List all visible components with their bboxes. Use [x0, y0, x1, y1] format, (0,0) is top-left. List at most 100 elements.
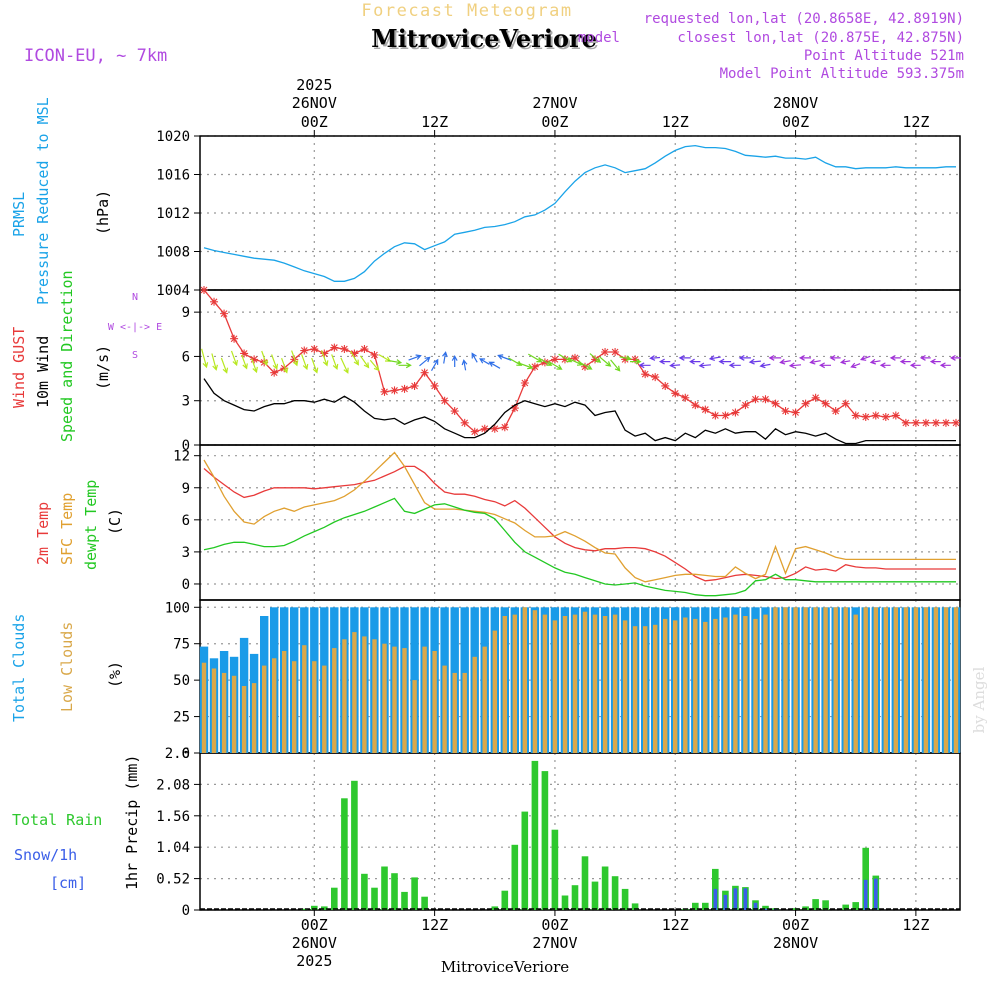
gust-marker — [931, 418, 940, 427]
gust-marker — [871, 411, 880, 420]
ytick-label: 2.6 — [165, 746, 190, 762]
low-cloud-bar — [903, 607, 909, 753]
closest-coords: closest lon,lat (20.875E, 42.875N) — [677, 30, 964, 46]
rain-bar — [702, 902, 709, 910]
rain-bar — [501, 890, 509, 910]
low-cloud-bar — [422, 646, 427, 753]
rain-bar — [341, 798, 348, 910]
wind-arrow — [359, 355, 370, 369]
wind-arrow — [869, 358, 881, 365]
rain-bar — [511, 844, 519, 910]
gust-marker — [360, 345, 369, 354]
gust-marker — [390, 386, 399, 395]
gust-marker — [550, 355, 559, 364]
low-cloud-bar — [813, 607, 818, 753]
wind-arrow — [829, 354, 841, 361]
gust-marker — [791, 408, 800, 417]
low-cloud-bar — [241, 686, 247, 753]
wind-arrow — [281, 357, 289, 374]
wind-arrow — [718, 358, 732, 365]
snow-bar — [763, 908, 768, 910]
gust-marker — [340, 345, 349, 354]
gust-marker — [631, 355, 640, 364]
wind-arrow — [748, 358, 761, 365]
low-cloud-bar — [723, 617, 728, 753]
rain-bar — [351, 780, 358, 910]
gust-marker — [400, 384, 409, 393]
snow-bar — [733, 888, 738, 910]
wind-arrow — [728, 362, 741, 369]
low-cloud-bar — [653, 624, 658, 753]
gust-marker — [601, 348, 610, 356]
wind-arrow — [408, 354, 422, 361]
panel1-labels: PRMSL Pressure Reduced to MSL (hPa) — [10, 97, 112, 305]
low-cloud-bar — [392, 646, 397, 753]
wind-arrow — [461, 359, 468, 371]
low-cloud-bar — [231, 675, 237, 753]
wind-arrow — [779, 358, 791, 365]
rain-bar — [591, 881, 599, 910]
gust-marker — [310, 345, 319, 354]
panel3-labels: 2m Temp SFC Temp dewpt Temp (C) — [34, 480, 124, 570]
low-cloud-bar — [512, 614, 517, 753]
rain-bar — [321, 906, 328, 910]
rain-bar — [571, 885, 579, 910]
rain-bar — [541, 771, 549, 910]
gust-marker — [611, 348, 620, 356]
wind-arrow — [369, 359, 380, 372]
gust-marker — [811, 393, 820, 402]
p2-label-3: Speed and Direction — [58, 270, 76, 442]
gust-marker — [440, 396, 449, 405]
gust-marker — [220, 309, 229, 318]
gust-marker — [490, 424, 499, 433]
gust-marker — [881, 412, 890, 421]
low-cloud-bar — [683, 617, 688, 753]
snow-bar — [874, 878, 878, 910]
rain-bar — [421, 896, 428, 910]
dir-legend-s: S — [132, 350, 138, 361]
wind-arrow — [340, 357, 349, 374]
gust-marker — [350, 349, 359, 358]
gust-marker — [671, 389, 680, 398]
rain-bar — [762, 905, 769, 910]
low-cloud-bar — [221, 672, 227, 753]
wind-arrow — [497, 354, 512, 361]
snow-bar — [753, 902, 758, 910]
low-cloud-bar — [863, 607, 868, 753]
rain-bar — [371, 887, 378, 910]
low-cloud-bar — [332, 648, 337, 753]
gust-marker — [330, 343, 339, 352]
location-title: MitroviceVeriore — [371, 24, 597, 53]
p2-label-1: Wind GUST — [10, 327, 28, 408]
top-time-label: 27NOV — [532, 94, 577, 112]
low-cloud-bar — [622, 620, 628, 753]
panel5-labels: Total Rain Snow/1h [cm] 1hr Precip (mm) — [12, 755, 141, 892]
gust-marker — [570, 353, 579, 362]
forecast-title: Forecast Meteogram — [361, 1, 572, 21]
bottom-time-label: 12Z — [902, 916, 929, 934]
wind-arrow — [211, 353, 218, 371]
wind-arrow — [387, 359, 403, 365]
low-cloud-bar — [572, 614, 578, 753]
gust-marker — [560, 355, 569, 364]
ytick-label: 100 — [165, 600, 190, 616]
gust-marker — [210, 297, 219, 306]
wind-arrow — [578, 361, 593, 370]
low-cloud-bar — [713, 618, 718, 753]
bottom-time-label: 2025 — [296, 952, 332, 970]
low-cloud-bar — [502, 616, 507, 753]
model-altitude: Model Point Altitude 593.375m — [720, 66, 964, 82]
wind-arrow — [331, 354, 339, 370]
wind-arrow — [311, 357, 319, 374]
wind-arrow — [548, 360, 563, 370]
gust-marker — [520, 379, 529, 387]
gust-marker — [741, 401, 750, 410]
ytick-label: 6 — [182, 349, 190, 365]
wind-arrow — [909, 362, 921, 369]
gust-marker — [841, 399, 850, 408]
low-cloud-bar — [923, 607, 929, 753]
wind-arrow — [860, 355, 871, 361]
wind-arrow — [669, 362, 681, 369]
wind-arrow — [798, 354, 811, 361]
